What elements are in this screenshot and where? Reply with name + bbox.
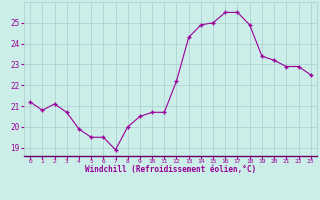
- X-axis label: Windchill (Refroidissement éolien,°C): Windchill (Refroidissement éolien,°C): [85, 165, 256, 174]
